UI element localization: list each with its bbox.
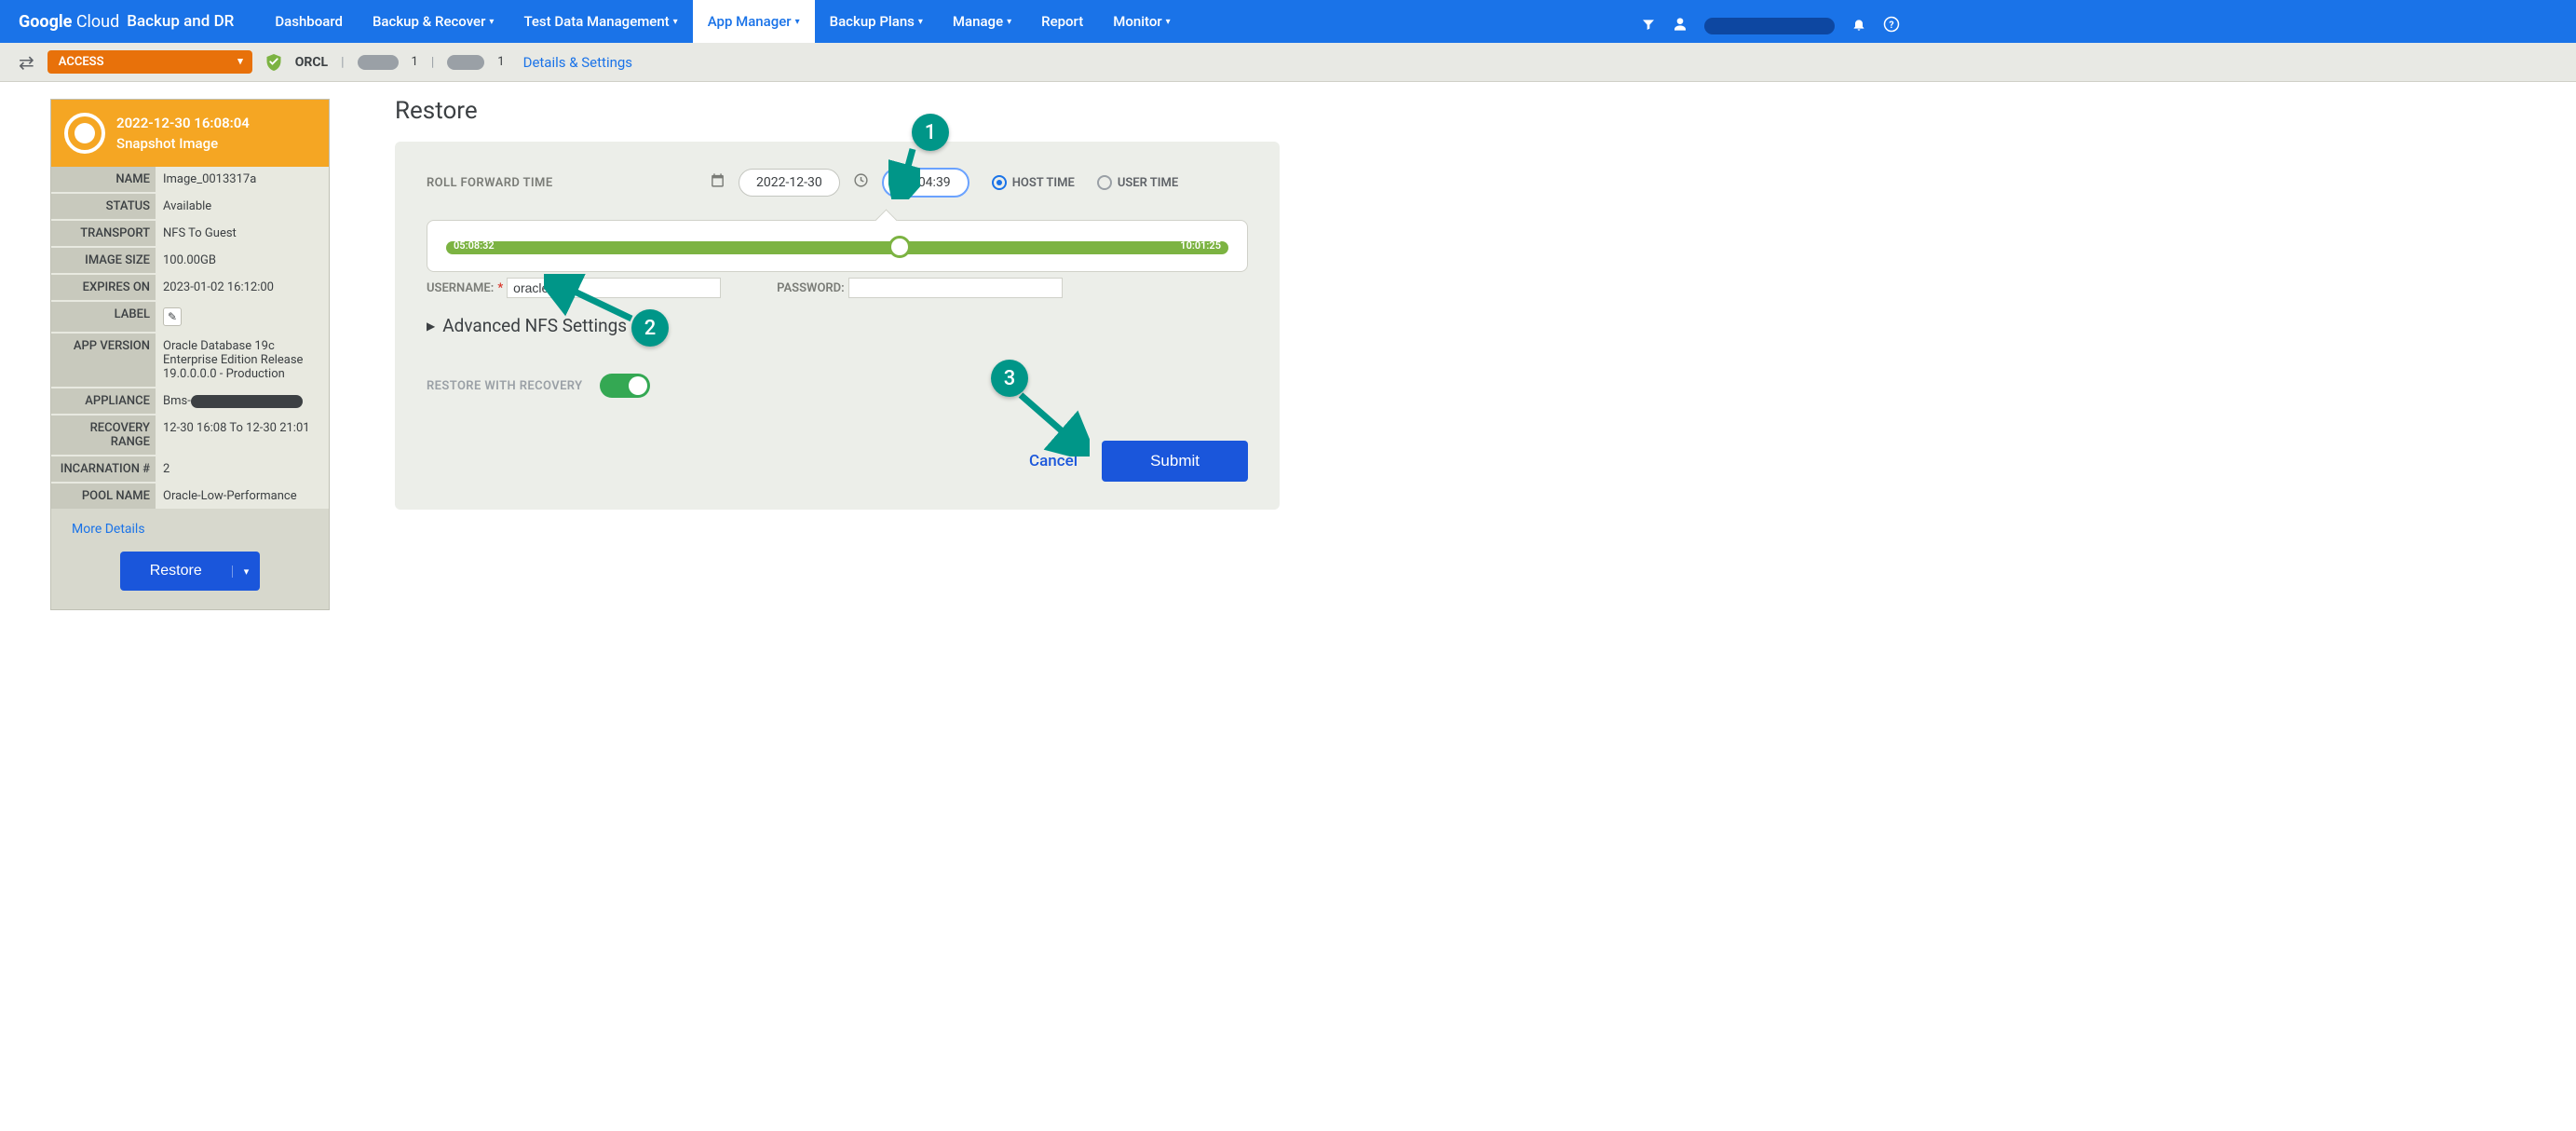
slider-end-label: 10:01:25 — [1180, 239, 1221, 252]
callout-2: 2 — [631, 309, 669, 347]
gcloud-logo: Google Cloud — [19, 12, 119, 32]
kv-value: ✎ — [156, 302, 329, 332]
radio-host-time[interactable]: HOST TIME — [992, 175, 1075, 190]
password-label: PASSWORD: — [777, 281, 845, 295]
kv-value: Image_0013317a — [156, 167, 329, 192]
snapshot-card: 2022-12-30 16:08:04 Snapshot Image NAMEI… — [50, 99, 330, 610]
bell-icon[interactable] — [1851, 17, 1866, 36]
time-slider[interactable]: 05:08:32 10:01:25 — [427, 220, 1248, 272]
nav-report[interactable]: Report — [1026, 0, 1098, 43]
restore-with-recovery-toggle[interactable] — [600, 374, 650, 398]
nav-monitor[interactable]: Monitor▾ — [1098, 0, 1185, 43]
slider-handle[interactable] — [888, 236, 911, 258]
slider-start-label: 05:08:32 — [454, 239, 495, 252]
arrow-3 — [1015, 391, 1090, 456]
restore-button[interactable]: Restore▾ — [120, 552, 261, 591]
help-icon[interactable]: ? — [1883, 16, 1900, 37]
snapshot-ring-icon — [64, 113, 105, 154]
arrow-1 — [888, 147, 920, 199]
nav-test-data-management[interactable]: Test Data Management▾ — [508, 0, 692, 43]
kv-key: RECOVERY RANGE — [51, 416, 156, 455]
user-icon[interactable] — [1673, 17, 1688, 36]
access-dropdown[interactable]: ACCESS — [47, 50, 252, 74]
redacted-appliance — [191, 395, 303, 408]
page-title: Restore — [395, 97, 1280, 125]
redacted-username — [1704, 18, 1835, 34]
kv-key: TRANSPORT — [51, 221, 156, 246]
kv-key: IMAGE SIZE — [51, 248, 156, 273]
clock-icon[interactable] — [853, 172, 869, 193]
primary-nav: DashboardBackup & Recover▾Test Data Mana… — [260, 0, 1185, 43]
restore-with-recovery-label: RESTORE WITH RECOVERY — [427, 379, 583, 393]
arrow-2 — [544, 274, 637, 324]
kv-key: APP VERSION — [51, 334, 156, 387]
db-name: ORCL — [295, 55, 328, 70]
nav-manage[interactable]: Manage▾ — [938, 0, 1026, 43]
kv-key: POOL NAME — [51, 484, 156, 509]
password-input[interactable] — [848, 278, 1063, 298]
kv-key: EXPIRES ON — [51, 275, 156, 300]
kv-value: Oracle-Low-Performance — [156, 484, 329, 509]
product-name: Backup and DR — [127, 12, 234, 31]
kv-key: INCARNATION # — [51, 456, 156, 482]
redacted-host1 — [358, 55, 399, 70]
kv-value: NFS To Guest — [156, 221, 329, 246]
kv-value: Available — [156, 194, 329, 219]
callout-3: 3 — [991, 360, 1028, 397]
snapshot-subtitle: Snapshot Image — [116, 135, 314, 152]
nav-backup-plans[interactable]: Backup Plans▾ — [815, 0, 938, 43]
edit-label-icon[interactable]: ✎ — [163, 307, 182, 326]
kv-value: Oracle Database 19c Enterprise Edition R… — [156, 334, 329, 387]
svg-text:?: ? — [1889, 18, 1893, 30]
disclosure-triangle-icon: ▶ — [427, 320, 435, 333]
kv-key: STATUS — [51, 194, 156, 219]
kv-key: APPLIANCE — [51, 388, 156, 414]
kv-key: LABEL — [51, 302, 156, 332]
details-settings-link[interactable]: Details & Settings — [523, 54, 632, 71]
kv-value: 2 — [156, 456, 329, 482]
snapshot-timestamp: 2022-12-30 16:08:04 — [116, 115, 314, 131]
kv-value: Bms- — [156, 388, 329, 414]
restore-panel: 1 ROLL FORWARD TIME 2022-12-30 08:04:39 … — [395, 142, 1280, 510]
shield-icon — [265, 53, 282, 72]
nav-app-manager[interactable]: App Manager▾ — [693, 0, 815, 43]
radio-user-time[interactable]: USER TIME — [1097, 175, 1178, 190]
filter-icon[interactable] — [1641, 17, 1656, 36]
calendar-icon[interactable] — [710, 172, 725, 193]
kv-value: 100.00GB — [156, 248, 329, 273]
date-input[interactable]: 2022-12-30 — [739, 169, 840, 197]
roll-forward-label: ROLL FORWARD TIME — [427, 176, 697, 190]
username-label: USERNAME: — [427, 281, 494, 295]
redacted-host2 — [447, 55, 484, 70]
nav-backup-recover[interactable]: Backup & Recover▾ — [358, 0, 508, 43]
nav-dashboard[interactable]: Dashboard — [260, 0, 358, 43]
kv-value: 12-30 16:08 To 12-30 21:01 — [156, 416, 329, 455]
submit-button[interactable]: Submit — [1102, 441, 1248, 482]
kv-value: 2023-01-02 16:12:00 — [156, 275, 329, 300]
kv-key: NAME — [51, 167, 156, 192]
callout-1: 1 — [912, 114, 949, 151]
swap-icon[interactable]: ⇄ — [19, 51, 34, 74]
more-details-link[interactable]: More Details — [51, 509, 329, 546]
